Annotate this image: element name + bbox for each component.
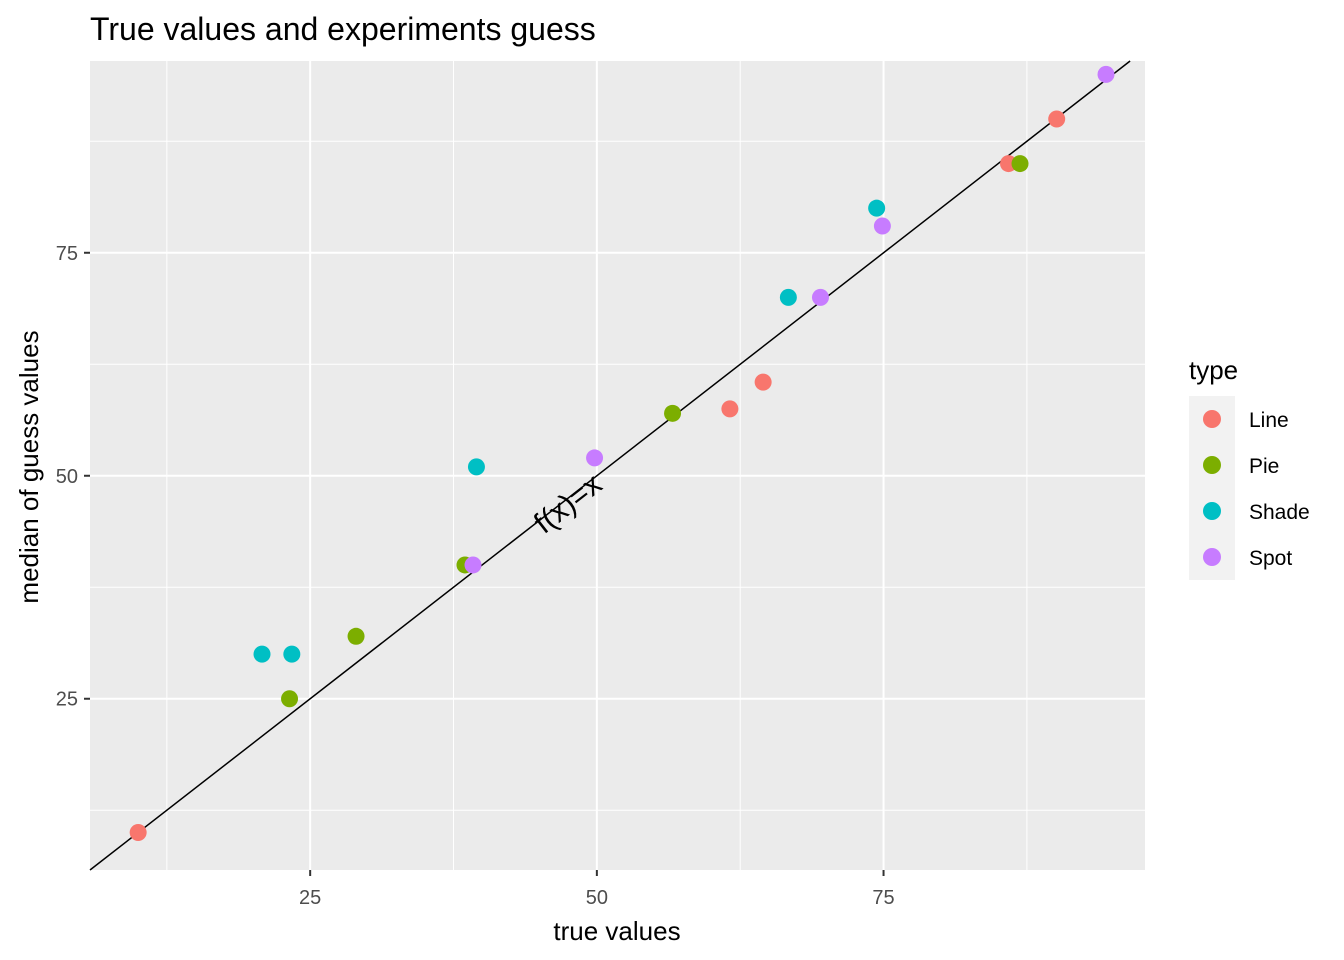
- point-pie: [281, 690, 299, 708]
- point-pie: [1011, 155, 1029, 173]
- point-spot: [811, 288, 829, 306]
- y-axis-title: median of guess values: [14, 330, 44, 603]
- x-tick-label: 50: [586, 887, 608, 909]
- point-shade: [868, 199, 886, 217]
- legend-items: Line Pie Shade Spot: [1189, 396, 1310, 580]
- point-line: [754, 373, 772, 391]
- x-tick-label: 75: [872, 887, 894, 909]
- plot-panel: [90, 61, 1145, 870]
- y-axis-ticks: 25 50 75: [56, 243, 90, 711]
- point-spot: [1097, 65, 1115, 83]
- identity-reference-line: [89, 60, 1131, 871]
- chart-title: True values and experiments guess: [90, 11, 596, 47]
- minor-gridlines: [90, 61, 1145, 870]
- legend-label-spot: Spot: [1249, 547, 1292, 570]
- legend-label-line: Line: [1249, 409, 1289, 432]
- point-line: [129, 824, 147, 842]
- y-tick-label: 50: [56, 466, 78, 488]
- point-shade: [467, 458, 485, 476]
- major-gridlines: [90, 61, 1145, 870]
- x-tick-label: 25: [299, 887, 321, 909]
- point-shade: [283, 645, 301, 663]
- data-points: [129, 65, 1115, 842]
- x-axis-title: true values: [553, 916, 680, 946]
- legend: type Line Pie Shade Spot: [1189, 355, 1310, 580]
- x-axis-ticks: 25 50 75: [299, 870, 895, 909]
- point-pie: [347, 627, 365, 645]
- legend-label-shade: Shade: [1249, 501, 1310, 524]
- legend-swatch-pie: [1203, 456, 1221, 474]
- legend-swatch-shade: [1203, 502, 1221, 520]
- legend-label-pie: Pie: [1249, 455, 1279, 478]
- legend-title: type: [1189, 355, 1238, 385]
- point-spot: [586, 449, 604, 467]
- y-tick-label: 25: [56, 689, 78, 711]
- point-pie: [664, 404, 682, 422]
- point-shade: [779, 288, 797, 306]
- legend-swatch-line: [1203, 410, 1221, 428]
- point-spot: [464, 556, 482, 574]
- point-spot: [873, 217, 891, 235]
- y-tick-label: 75: [56, 243, 78, 265]
- point-line: [1048, 110, 1066, 128]
- point-line: [721, 400, 739, 418]
- point-shade: [253, 645, 271, 663]
- legend-swatch-spot: [1203, 548, 1221, 566]
